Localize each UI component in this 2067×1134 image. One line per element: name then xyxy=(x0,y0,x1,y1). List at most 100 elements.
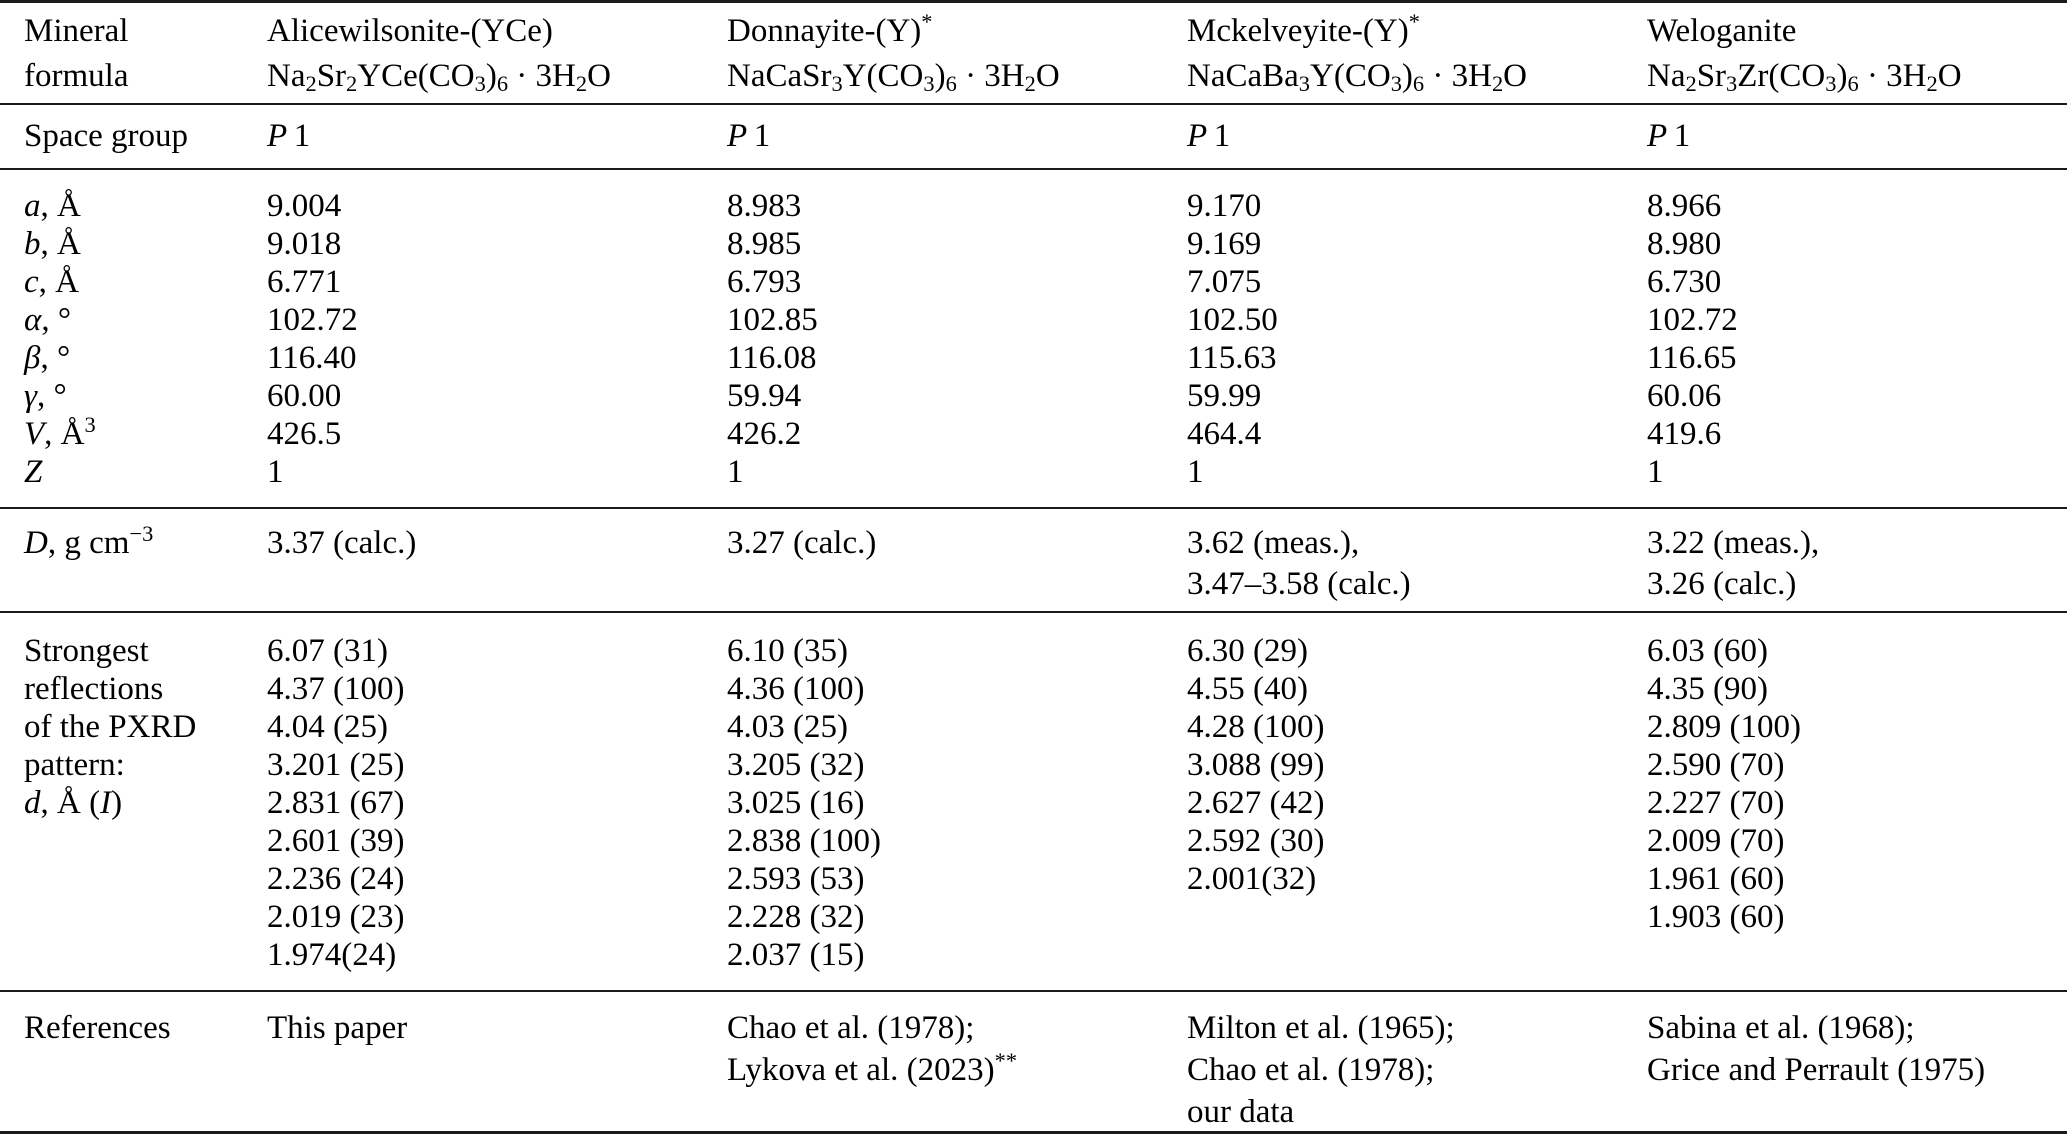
line: 116.40 xyxy=(267,340,357,376)
line: 8.980 xyxy=(1647,226,1722,262)
line: 9.004 xyxy=(267,188,342,224)
line: 3.088 (99) xyxy=(1187,747,1325,783)
mineral-name: Weloganite xyxy=(1647,13,1797,49)
space-group-donnayite: P 1 xyxy=(727,118,771,154)
line: 419.6 xyxy=(1647,416,1722,452)
line: Sabina et al. (1968); xyxy=(1647,1010,1915,1046)
line: 2.593 (53) xyxy=(727,861,865,897)
line: β, ° xyxy=(24,340,71,376)
line: 3.201 (25) xyxy=(267,747,405,783)
cell-parameters-donnayite: 8.983 8.985 6.793 102.85 116.08 59.94 426.2 1 xyxy=(727,187,1187,507)
line: 3.47–3.58 (calc.) xyxy=(1187,566,1411,602)
line: 6.03 (60) xyxy=(1647,633,1768,669)
mineral-chemical-formula: NaCaSr3Y(CO3)6 · 3H2O xyxy=(727,58,1060,96)
line: 4.04 (25) xyxy=(267,709,388,745)
line: a, Å xyxy=(24,188,81,224)
line: 3.26 (calc.) xyxy=(1647,566,1797,602)
line: 6.30 (29) xyxy=(1187,633,1308,669)
section-mineral-formula: Mineral formula Alicewilsonite-(YCe) Na2S… xyxy=(0,3,2067,105)
line: Chao et al. (1978); xyxy=(727,1010,975,1046)
line: 2.236 (24) xyxy=(267,861,405,897)
line: 4.55 (40) xyxy=(1187,671,1308,707)
space-group-mckelveyite: P 1 xyxy=(1187,118,1231,154)
line: 1.903 (60) xyxy=(1647,899,1785,935)
line: b, Å xyxy=(24,226,81,262)
line: pattern: xyxy=(24,747,125,783)
line: 4.28 (100) xyxy=(1187,709,1325,745)
line: Milton et al. (1965); xyxy=(1187,1010,1455,1046)
line: 3.27 (calc.) xyxy=(727,525,877,561)
header-cell-weloganite: Weloganite Na2Sr3Zr(CO3)6 · 3H2O xyxy=(1647,9,2067,103)
line: 2.019 (23) xyxy=(267,899,405,935)
line: 9.018 xyxy=(267,226,342,262)
line: 6.771 xyxy=(267,264,342,300)
reflections-mckelveyite: 6.30 (29) 4.55 (40) 4.28 (100) 3.088 (99) 2.… xyxy=(1187,632,1647,990)
section-space-group: Space group P 1 P 1 P 1 P 1 xyxy=(0,105,2067,170)
line: 2.037 (15) xyxy=(727,937,865,973)
space-group-weloganite: P 1 xyxy=(1647,118,1691,154)
space-group-alicewilsonite: P 1 xyxy=(267,118,311,154)
density-mckelveyite: 3.62 (meas.), 3.47–3.58 (calc.) xyxy=(1187,523,1647,611)
line: 2.227 (70) xyxy=(1647,785,1785,821)
line: 2.809 (100) xyxy=(1647,709,1801,745)
cell-parameters-mckelveyite: 9.170 9.169 7.075 102.50 115.63 59.99 464.4 1 xyxy=(1187,187,1647,507)
line: 4.35 (90) xyxy=(1647,671,1768,707)
line: This paper xyxy=(267,1010,408,1046)
line: reflections xyxy=(24,671,164,707)
references-weloganite: Sabina et al. (1968); Grice and Perrault … xyxy=(1647,1007,2067,1131)
line: Grice and Perrault (1975) xyxy=(1647,1052,1986,1088)
line: c, Å xyxy=(24,264,79,300)
line: Chao et al. (1978); xyxy=(1187,1052,1435,1088)
line: d, Å (I) xyxy=(24,785,123,821)
line: 60.06 xyxy=(1647,378,1722,414)
mineral-name: Donnayite-(Y)* xyxy=(727,9,933,49)
line: 7.075 xyxy=(1187,264,1262,300)
cell-parameters-weloganite: 8.966 8.980 6.730 102.72 116.65 60.06 419.6 1 xyxy=(1647,187,2067,507)
line: 9.170 xyxy=(1187,188,1262,224)
row-label-reflections: Strongest reflections of the PXRD pattern: d… xyxy=(24,632,267,990)
line: 8.983 xyxy=(727,188,802,224)
line: 8.966 xyxy=(1647,188,1722,224)
line: 3.025 (16) xyxy=(727,785,865,821)
section-density: D, g cm−3 3.37 (calc.) 3.27 (calc.) 3.62… xyxy=(0,509,2067,613)
line: 6.07 (31) xyxy=(267,633,388,669)
line: 60.00 xyxy=(267,378,342,414)
references-alicewilsonite: This paper xyxy=(267,1007,727,1131)
line: 1.974(24) xyxy=(267,937,397,973)
row-label-references: References xyxy=(24,1010,171,1046)
header-cell-alicewilsonite: Alicewilsonite-(YCe) Na2Sr2YCe(CO3)6 · 3… xyxy=(267,9,727,103)
cell-parameters-alicewilsonite: 9.004 9.018 6.771 102.72 116.40 60.00 426.5 1 xyxy=(267,187,727,507)
line: 3.62 (meas.), xyxy=(1187,525,1360,561)
line: 2.592 (30) xyxy=(1187,823,1325,859)
line: V, Å3 xyxy=(24,412,96,452)
line: 2.009 (70) xyxy=(1647,823,1785,859)
line: 4.37 (100) xyxy=(267,671,405,707)
density-donnayite: 3.27 (calc.) xyxy=(727,523,1187,611)
density-weloganite: 3.22 (meas.), 3.26 (calc.) xyxy=(1647,523,2067,611)
references-mckelveyite: Milton et al. (1965); Chao et al. (1978);… xyxy=(1187,1007,1647,1131)
line: Strongest xyxy=(24,633,149,669)
row-label-mineral-formula: Mineral formula xyxy=(24,9,267,103)
line: γ, ° xyxy=(24,378,67,414)
line: 464.4 xyxy=(1187,416,1262,452)
line: 2.838 (100) xyxy=(727,823,881,859)
line: 116.65 xyxy=(1647,340,1737,376)
line: 2.001(32) xyxy=(1187,861,1317,897)
mineral-chemical-formula: Na2Sr3Zr(CO3)6 · 3H2O xyxy=(1647,58,1962,96)
line: 1 xyxy=(1187,454,1204,490)
mineral-chemical-formula: Na2Sr2YCe(CO3)6 · 3H2O xyxy=(267,58,611,96)
line: 102.72 xyxy=(267,302,358,338)
line: 4.03 (25) xyxy=(727,709,848,745)
reflections-alicewilsonite: 6.07 (31) 4.37 (100) 4.04 (25) 3.201 (25) 2.… xyxy=(267,632,727,990)
line: 59.94 xyxy=(727,378,802,414)
line: 2.831 (67) xyxy=(267,785,405,821)
row-label-density: D, g cm−3 xyxy=(24,521,154,561)
section-references: References This paper Chao et al. (1978)… xyxy=(0,992,2067,1131)
row-label-space-group: Space group xyxy=(24,118,189,154)
line: 426.5 xyxy=(267,416,342,452)
line: α, ° xyxy=(24,302,72,338)
line: 102.50 xyxy=(1187,302,1278,338)
header-cell-donnayite: Donnayite-(Y)* NaCaSr3Y(CO3)6 · 3H2O xyxy=(727,9,1187,103)
section-reflections: Strongest reflections of the PXRD pattern: d… xyxy=(0,613,2067,992)
